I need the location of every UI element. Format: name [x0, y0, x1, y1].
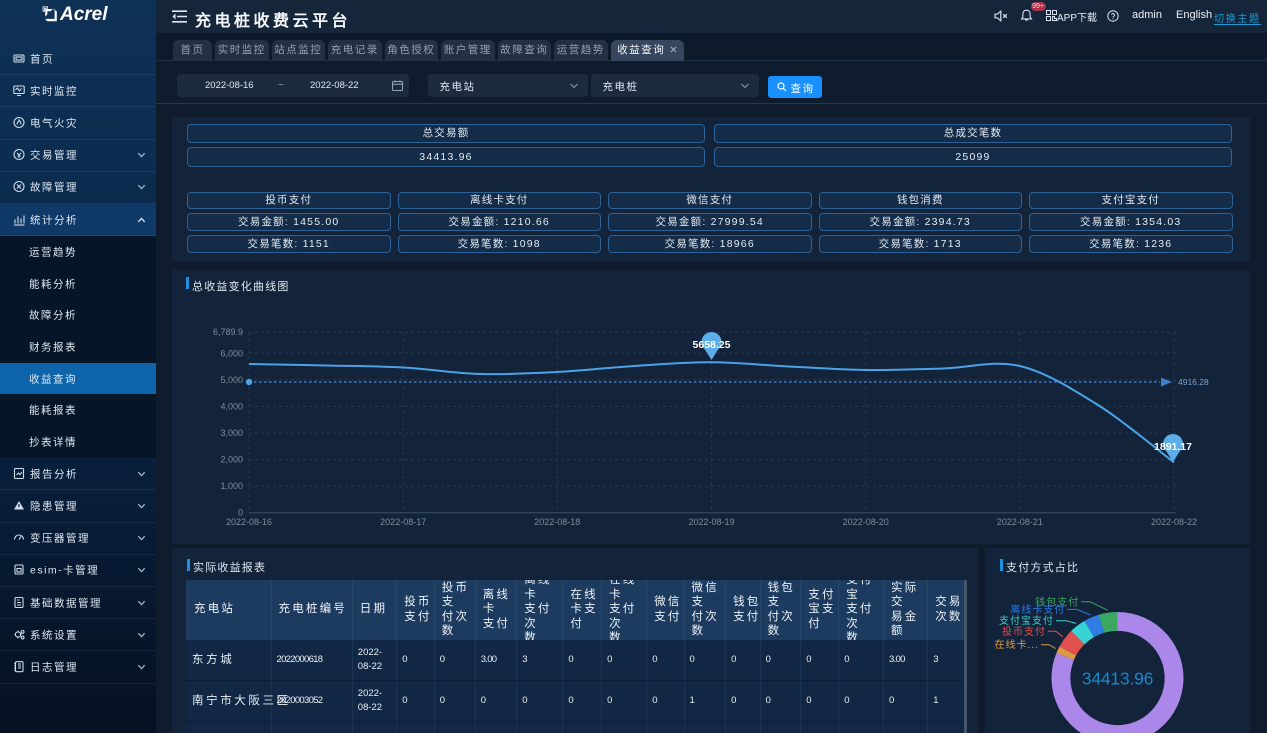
svg-text:2022-08-18: 2022-08-18 [534, 517, 580, 527]
svg-text:2022-08-22: 2022-08-22 [1151, 517, 1197, 527]
svg-text:支付宝支付: 支付宝支付 [999, 614, 1054, 627]
svg-text:1891.17: 1891.17 [1154, 441, 1192, 453]
svg-text:5,000: 5,000 [220, 375, 243, 385]
svg-text:1,000: 1,000 [220, 481, 243, 491]
svg-text:2022-08-17: 2022-08-17 [380, 517, 426, 527]
svg-text:5658.25: 5658.25 [693, 339, 731, 351]
svg-text:2022-08-20: 2022-08-20 [843, 517, 889, 527]
svg-text:4,000: 4,000 [220, 401, 243, 411]
svg-text:34413.96: 34413.96 [1082, 669, 1153, 689]
svg-text:0: 0 [238, 508, 243, 518]
svg-text:在线卡...: 在线卡... [995, 638, 1039, 651]
svg-text:2022-08-19: 2022-08-19 [688, 517, 734, 527]
svg-text:2022-08-21: 2022-08-21 [997, 517, 1043, 527]
svg-text:6,000: 6,000 [220, 348, 243, 358]
svg-text:2022-08-16: 2022-08-16 [226, 517, 272, 527]
svg-text:投币支付: 投币支付 [1002, 625, 1046, 638]
svg-text:离线卡支付: 离线卡支付 [1010, 603, 1065, 616]
svg-text:2,000: 2,000 [220, 455, 243, 465]
svg-text:6,789.9: 6,789.9 [213, 327, 243, 337]
svg-text:钱包支付: 钱包支付 [1035, 595, 1079, 608]
svg-text:3,000: 3,000 [220, 428, 243, 438]
svg-text:4916.28: 4916.28 [1178, 377, 1209, 387]
